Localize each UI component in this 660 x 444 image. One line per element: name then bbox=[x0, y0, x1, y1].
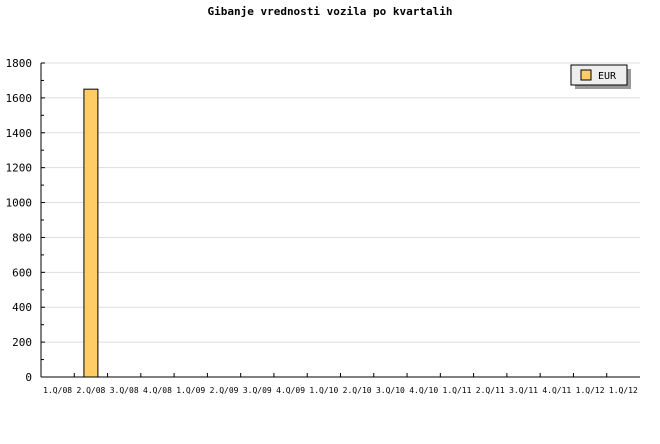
chart-title: Gibanje vrednosti vozila po kvartalih bbox=[207, 5, 452, 18]
x-tick-label: 1.Q/12 bbox=[609, 386, 638, 395]
y-tick-label: 1200 bbox=[6, 162, 33, 175]
bar bbox=[83, 88, 99, 378]
x-tick-label: 1.Q/11 bbox=[443, 386, 472, 395]
x-tick-label: 1.Q/09 bbox=[176, 386, 205, 395]
legend-label: EUR bbox=[598, 71, 617, 82]
x-tick-label: 4.Q/09 bbox=[276, 386, 305, 395]
y-tick-label: 800 bbox=[12, 231, 32, 244]
x-tick-label: 4.Q/11 bbox=[542, 386, 571, 395]
y-tick-label: 400 bbox=[12, 301, 32, 314]
y-tick-label: 1000 bbox=[6, 197, 33, 210]
x-tick-label: 2.Q/10 bbox=[343, 386, 372, 395]
x-tick-label: 3.Q/08 bbox=[110, 386, 139, 395]
legend: EUR bbox=[570, 64, 631, 89]
x-tick-label: 2.Q/11 bbox=[476, 386, 505, 395]
x-tick-label: 3.Q/09 bbox=[243, 386, 272, 395]
y-tick-label: 600 bbox=[12, 266, 32, 279]
y-tick-label: 200 bbox=[12, 336, 32, 349]
y-tick-label: 1400 bbox=[6, 127, 33, 140]
x-tick-label: 1.Q/10 bbox=[309, 386, 338, 395]
x-tick-label: 2.Q/09 bbox=[210, 386, 239, 395]
y-tick-label: 1800 bbox=[6, 57, 33, 70]
x-tick-label: 3.Q/10 bbox=[376, 386, 405, 395]
x-tick-label: 4.Q/10 bbox=[409, 386, 438, 395]
legend-swatch bbox=[580, 69, 592, 81]
x-tick-label: 1.Q/08 bbox=[43, 386, 72, 395]
x-tick-label: 4.Q/08 bbox=[143, 386, 172, 395]
y-tick-label: 0 bbox=[25, 371, 32, 384]
x-tick-label: 2.Q/08 bbox=[76, 386, 105, 395]
x-tick-label: 3.Q/11 bbox=[509, 386, 538, 395]
y-tick-label: 1600 bbox=[6, 92, 33, 105]
x-tick-label: 1.Q/12 bbox=[576, 386, 605, 395]
